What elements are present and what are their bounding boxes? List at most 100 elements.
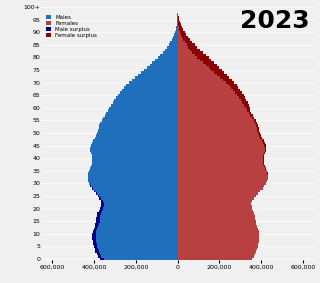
Bar: [97, 253, 100, 255]
Bar: [100, 258, 104, 260]
Bar: [179, 26, 182, 28]
Bar: [100, 215, 178, 218]
Bar: [97, 215, 100, 218]
Bar: [178, 76, 220, 79]
Bar: [160, 53, 178, 56]
Bar: [195, 53, 206, 56]
Bar: [188, 46, 197, 48]
Bar: [104, 258, 178, 260]
Bar: [178, 117, 252, 119]
Bar: [263, 155, 264, 157]
Bar: [178, 233, 259, 235]
Bar: [100, 220, 178, 222]
Bar: [100, 122, 178, 124]
Bar: [95, 137, 178, 139]
Bar: [120, 91, 178, 94]
Bar: [178, 205, 252, 207]
Bar: [262, 139, 264, 142]
Bar: [178, 64, 206, 66]
Bar: [178, 36, 182, 38]
Bar: [185, 41, 192, 44]
Bar: [92, 142, 178, 144]
Bar: [182, 36, 188, 38]
Bar: [187, 44, 195, 46]
Bar: [257, 129, 259, 132]
Bar: [98, 245, 178, 248]
Bar: [109, 106, 178, 109]
Bar: [178, 38, 183, 41]
Bar: [100, 253, 178, 255]
Bar: [178, 53, 195, 56]
Bar: [101, 255, 178, 258]
Bar: [93, 230, 96, 233]
Bar: [250, 114, 253, 117]
Bar: [98, 255, 101, 258]
Bar: [178, 230, 259, 233]
Bar: [90, 149, 178, 152]
Bar: [178, 202, 252, 205]
Bar: [108, 109, 178, 112]
Bar: [223, 79, 232, 81]
Bar: [263, 142, 265, 144]
Bar: [183, 38, 190, 41]
Bar: [239, 97, 245, 99]
Bar: [178, 66, 209, 69]
Bar: [178, 137, 260, 139]
Bar: [178, 258, 252, 260]
Bar: [241, 99, 246, 102]
Bar: [178, 26, 179, 28]
Bar: [174, 33, 178, 36]
Bar: [103, 117, 178, 119]
Bar: [178, 69, 212, 71]
Bar: [178, 21, 180, 23]
Bar: [264, 144, 266, 147]
Bar: [233, 89, 240, 91]
Bar: [118, 94, 178, 97]
Bar: [178, 248, 257, 250]
Bar: [178, 250, 256, 253]
Bar: [265, 147, 266, 149]
Bar: [100, 200, 103, 202]
Bar: [179, 23, 181, 26]
Bar: [98, 225, 178, 228]
Bar: [88, 177, 178, 180]
Bar: [178, 94, 237, 97]
Bar: [175, 31, 178, 33]
Bar: [192, 51, 203, 53]
Bar: [100, 205, 104, 207]
Bar: [132, 79, 178, 81]
Bar: [93, 187, 178, 190]
Bar: [203, 61, 214, 64]
Bar: [180, 28, 183, 31]
Bar: [178, 91, 235, 94]
Bar: [178, 48, 190, 51]
Bar: [88, 175, 178, 177]
Bar: [178, 44, 187, 46]
Bar: [122, 89, 178, 91]
Bar: [111, 104, 178, 106]
Bar: [178, 190, 260, 192]
Bar: [178, 109, 247, 112]
Bar: [178, 74, 217, 76]
Bar: [258, 132, 260, 134]
Bar: [257, 127, 259, 129]
Bar: [229, 84, 236, 86]
Bar: [95, 250, 99, 253]
Bar: [178, 46, 188, 48]
Bar: [263, 160, 264, 162]
Bar: [96, 192, 97, 195]
Bar: [178, 84, 229, 86]
Bar: [178, 31, 180, 33]
Bar: [226, 81, 234, 84]
Bar: [178, 147, 265, 149]
Bar: [178, 220, 256, 222]
Bar: [178, 99, 241, 102]
Bar: [178, 18, 179, 21]
Bar: [235, 91, 242, 94]
Bar: [147, 66, 178, 69]
Bar: [96, 218, 100, 220]
Legend: Males, Females, Male surplus, Female surplus: Males, Females, Male surplus, Female sur…: [46, 15, 98, 38]
Bar: [206, 64, 217, 66]
Bar: [178, 149, 265, 152]
Bar: [98, 129, 178, 132]
